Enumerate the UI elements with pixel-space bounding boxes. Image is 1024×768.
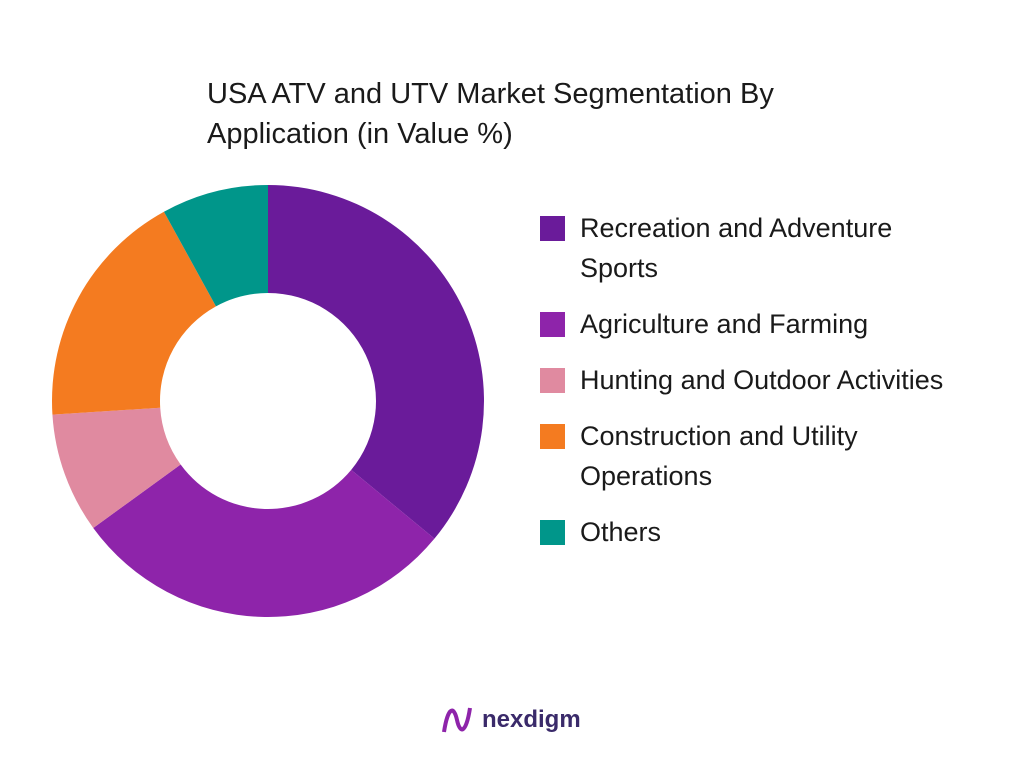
chart <box>52 185 484 617</box>
legend-label: Others <box>580 517 662 547</box>
legend-swatch <box>540 520 565 545</box>
donut-slice <box>93 464 435 617</box>
legend-label: Hunting and Outdoor Activities <box>580 365 944 395</box>
donut-slice <box>163 185 268 307</box>
donut-slice <box>52 407 181 528</box>
legend-label: Construction and Utility Operations <box>580 421 858 491</box>
legend-swatch <box>540 424 565 449</box>
donut-slice <box>268 185 484 539</box>
legend-label: Recreation and Adventure Sports <box>580 213 893 283</box>
logo-text: nexdigm <box>482 706 581 733</box>
legend-swatch <box>540 216 565 241</box>
legend-item: Construction and Utility Operations <box>540 416 960 496</box>
legend-item: Hunting and Outdoor Activities <box>540 360 960 400</box>
logo: nexdigm <box>440 702 581 738</box>
logo-icon <box>442 707 472 733</box>
legend-swatch <box>540 312 565 337</box>
legend-item: Others <box>540 512 960 552</box>
legend-item: Agriculture and Farming <box>540 304 960 344</box>
donut-slice <box>52 211 216 415</box>
legend-swatch <box>540 368 565 393</box>
legend-item: Recreation and Adventure Sports <box>540 208 960 288</box>
legend: Recreation and Adventure Sports Agricultu… <box>540 208 960 568</box>
legend-label: Agriculture and Farming <box>580 309 869 339</box>
chart-title: USA ATV and UTV Market Segmentation By A… <box>207 78 774 150</box>
